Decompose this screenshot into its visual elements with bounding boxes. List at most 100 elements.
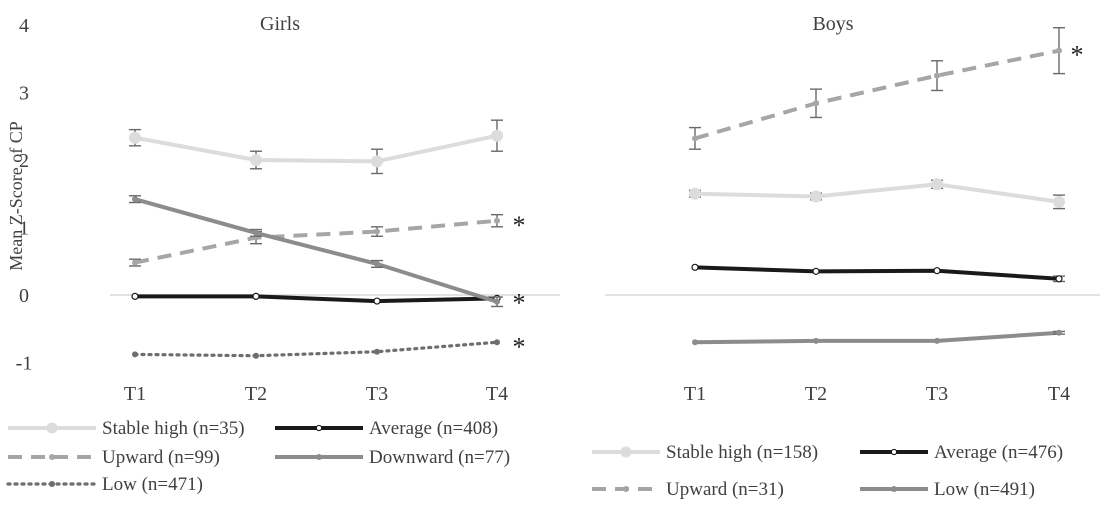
data-point bbox=[692, 135, 698, 142]
series-average bbox=[691, 263, 1065, 283]
legend-item: Stable high (n=158) bbox=[592, 442, 818, 463]
y-axis-label: Mean Z-Score of CP bbox=[6, 121, 26, 270]
legend-label: Average (n=408) bbox=[369, 418, 498, 439]
legend-item: Upward (n=31) bbox=[592, 479, 784, 500]
panel-title: Boys bbox=[812, 13, 853, 35]
legend-swatch-marker bbox=[891, 486, 897, 492]
y-tick-label: -1 bbox=[16, 353, 33, 375]
data-point bbox=[494, 217, 500, 224]
x-tick-label: T2 bbox=[805, 383, 827, 405]
data-point bbox=[371, 155, 383, 168]
legend-swatch-marker bbox=[49, 454, 55, 460]
y-tick-label: 0 bbox=[19, 285, 29, 307]
series-low: * bbox=[132, 332, 526, 361]
significance-star: * bbox=[513, 211, 526, 240]
x-tick-label: T1 bbox=[124, 383, 146, 405]
data-point bbox=[253, 229, 259, 236]
data-point bbox=[373, 297, 381, 305]
legend-label: Upward (n=31) bbox=[666, 479, 784, 500]
legend-item: Average (n=476) bbox=[860, 442, 1063, 463]
significance-star: * bbox=[513, 288, 526, 317]
legend-swatch-marker bbox=[890, 448, 898, 456]
data-point bbox=[131, 292, 139, 300]
series-stable-high bbox=[129, 119, 503, 175]
y-tick-label: 1 bbox=[19, 218, 29, 240]
series-line bbox=[134, 133, 498, 164]
legend-label: Upward (n=99) bbox=[102, 447, 220, 468]
legend-swatch-marker bbox=[316, 454, 322, 460]
legend-swatch-marker bbox=[620, 446, 632, 458]
y-tick-label: 3 bbox=[19, 83, 29, 105]
data-point bbox=[934, 337, 940, 344]
data-point bbox=[132, 351, 138, 358]
x-tick-label: T1 bbox=[684, 383, 706, 405]
boys-panel: Boys T1 T2 T3 T4 * Stable high (n=158) Average … bbox=[592, 13, 1100, 500]
y-tick-label: 4 bbox=[19, 15, 29, 37]
series-line bbox=[694, 48, 1060, 141]
data-point bbox=[253, 352, 259, 359]
data-point bbox=[813, 100, 819, 107]
legend-swatch-marker bbox=[49, 481, 55, 487]
data-point bbox=[374, 260, 380, 267]
series-low bbox=[692, 329, 1065, 346]
legend-label: Average (n=476) bbox=[934, 442, 1063, 463]
data-point bbox=[812, 267, 820, 275]
legend-swatch-marker bbox=[315, 424, 323, 432]
legend-item: Stable high (n=35) bbox=[8, 418, 245, 439]
series-downward bbox=[129, 195, 503, 308]
panel-title: Girls bbox=[260, 13, 300, 35]
significance-star: * bbox=[513, 332, 526, 361]
data-point bbox=[689, 187, 701, 200]
series-stable-high bbox=[689, 178, 1065, 210]
series-line bbox=[135, 294, 498, 304]
legend-item: Downward (n=77) bbox=[275, 447, 510, 468]
data-point bbox=[374, 348, 380, 355]
data-point bbox=[129, 131, 141, 144]
data-point bbox=[934, 72, 940, 79]
significance-star: * bbox=[1071, 41, 1084, 70]
data-point bbox=[132, 196, 138, 203]
legend-label: Low (n=471) bbox=[102, 474, 203, 495]
data-point bbox=[252, 292, 260, 300]
data-point bbox=[250, 154, 262, 166]
x-tick-label: T4 bbox=[1048, 383, 1070, 405]
x-tick-label: T3 bbox=[366, 383, 388, 405]
data-point bbox=[374, 228, 380, 235]
series-line bbox=[694, 265, 1060, 281]
x-tick-label: T2 bbox=[245, 383, 267, 405]
series-line bbox=[134, 197, 498, 304]
series-line bbox=[694, 330, 1060, 345]
data-point bbox=[810, 190, 822, 203]
data-point bbox=[494, 339, 500, 346]
data-point bbox=[1053, 195, 1065, 208]
legend-item: Average (n=408) bbox=[275, 418, 498, 439]
data-point bbox=[494, 298, 500, 305]
data-point bbox=[933, 267, 941, 275]
data-point bbox=[1056, 47, 1062, 54]
legend-item: Upward (n=99) bbox=[8, 447, 220, 468]
series-upward: * bbox=[129, 211, 526, 267]
data-point bbox=[813, 337, 819, 344]
legend-swatch-marker bbox=[623, 486, 629, 492]
legend-label: Stable high (n=35) bbox=[102, 418, 245, 439]
data-point bbox=[692, 339, 698, 346]
legend-item: Low (n=491) bbox=[860, 479, 1035, 500]
series-line bbox=[694, 182, 1060, 204]
series-line bbox=[134, 218, 498, 265]
y-tick-label: 2 bbox=[19, 150, 29, 172]
data-point bbox=[1055, 275, 1063, 283]
data-point bbox=[931, 178, 943, 191]
legend-label: Low (n=491) bbox=[934, 479, 1035, 500]
data-point bbox=[691, 263, 699, 271]
x-tick-label: T3 bbox=[926, 383, 948, 405]
series-upward: * bbox=[689, 27, 1084, 150]
legend-label: Stable high (n=158) bbox=[666, 442, 818, 463]
data-point bbox=[1056, 329, 1062, 336]
series-line bbox=[133, 340, 499, 358]
legend-label: Downward (n=77) bbox=[369, 447, 510, 468]
data-point bbox=[491, 129, 503, 142]
legend-swatch-marker bbox=[46, 422, 58, 434]
data-point bbox=[132, 259, 138, 266]
